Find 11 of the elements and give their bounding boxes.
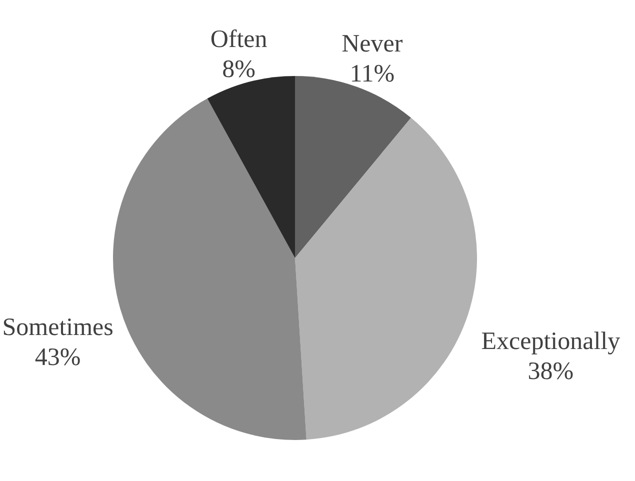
pie-slice	[113, 98, 306, 440]
data-label: 11%	[350, 60, 395, 88]
data-label: 8%	[222, 56, 256, 84]
slice-label: Exceptionally	[481, 328, 621, 356]
slice-label: Sometimes	[2, 314, 114, 341]
pie-slice	[295, 118, 477, 440]
pie-slice	[207, 76, 295, 258]
data-label: 43%	[34, 344, 81, 371]
slice-label: Often	[210, 26, 268, 54]
slice-label: Never	[342, 30, 404, 58]
data-label: 38%	[528, 358, 574, 386]
